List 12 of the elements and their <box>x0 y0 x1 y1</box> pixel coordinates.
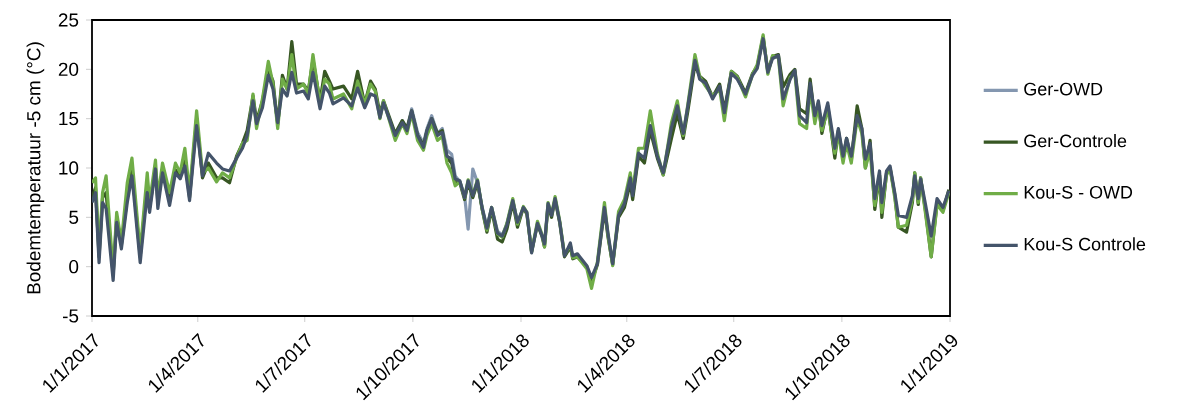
y-tick-label: 0 <box>69 259 79 274</box>
legend-label: Kou-S Controle <box>1024 237 1146 251</box>
legend-label: Ger-Controle <box>1024 134 1127 148</box>
legend-label: Kou-S - OWD <box>1024 185 1133 199</box>
y-axis-title: Bodemtemperatuur -5 cm (°C) <box>26 42 45 294</box>
y-tick-label: 15 <box>59 112 79 126</box>
y-tick-label: 25 <box>58 13 79 27</box>
y-tick-label: 5 <box>69 210 79 224</box>
y-tick-label: 20 <box>58 62 79 77</box>
legend-label: Ger-OWD <box>1024 82 1103 96</box>
y-tick-label: -5 <box>62 309 79 323</box>
y-tick-label: 10 <box>59 161 79 175</box>
